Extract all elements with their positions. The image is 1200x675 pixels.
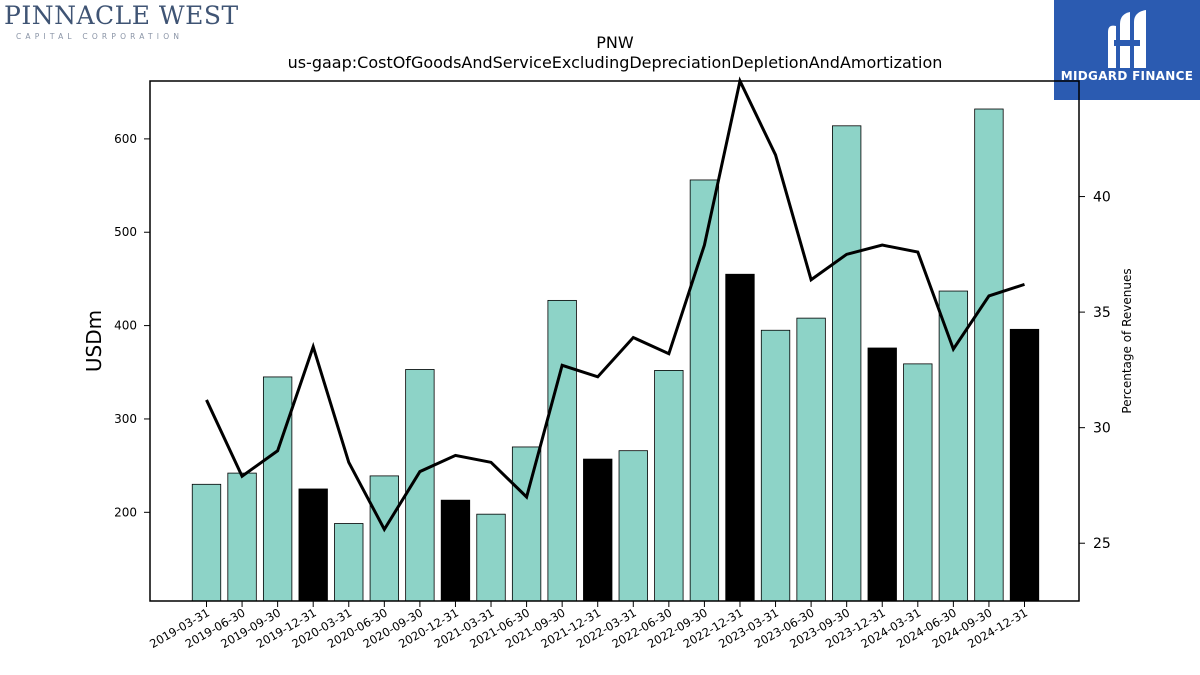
- bar-2019-03-31: [191, 483, 222, 602]
- bar-2023-06-30: [796, 317, 826, 602]
- bar-2020-12-31: [440, 499, 471, 602]
- bar-2021-03-31: [476, 513, 506, 602]
- bar-2023-03-31: [760, 329, 791, 602]
- bar-2024-09-30: [974, 108, 1004, 602]
- chart-subtitle: us-gaap:CostOfGoodsAndServiceExcludingDe…: [288, 53, 943, 72]
- midgard-mark-icon: [1108, 10, 1146, 69]
- y-axis-ticks: 200 300 400 500 600: [114, 132, 150, 519]
- bar-2023-09-30: [832, 125, 862, 602]
- bar-2022-06-30: [654, 370, 684, 602]
- line-group: [205, 76, 1025, 533]
- bar-2022-12-31: [725, 273, 755, 602]
- bar-2020-03-31: [334, 523, 364, 602]
- bar-2019-09-30: [262, 376, 293, 602]
- y-axis-label: USDm: [82, 310, 106, 372]
- bar-2024-06-30: [938, 290, 969, 602]
- bar-2019-06-30: [227, 472, 257, 602]
- logo-right-label: MIDGARD FINANCE: [1060, 69, 1194, 83]
- bar-2024-03-31: [903, 363, 933, 602]
- logo-left-subtitle: CAPITAL CORPORATION: [16, 32, 184, 41]
- bar-2021-06-30: [511, 446, 542, 602]
- chart-title: PNW: [596, 33, 634, 52]
- y-tick-label: 300: [114, 412, 137, 426]
- y2-tick-label: 35: [1093, 305, 1111, 321]
- plot-frame: [149, 80, 1080, 602]
- bar-2021-12-31: [583, 458, 613, 602]
- percentage-line: [205, 76, 1025, 533]
- y-tick-label: 600: [114, 132, 137, 146]
- y2-axis-ticks: 25 30 35 40: [1079, 190, 1111, 552]
- bar-2020-06-30: [369, 475, 399, 602]
- y2-tick-label: 40: [1093, 190, 1111, 206]
- bar-2021-09-30: [547, 299, 577, 602]
- y2-tick-label: 30: [1093, 421, 1111, 437]
- y2-tick-label: 25: [1093, 536, 1111, 552]
- bar-2022-03-31: [618, 450, 648, 602]
- bar-2019-12-31: [298, 488, 328, 602]
- y-tick-label: 400: [114, 319, 137, 333]
- y-tick-label: 200: [114, 505, 137, 519]
- y-tick-label: 500: [114, 225, 137, 239]
- bar-2023-12-31: [867, 347, 897, 602]
- y2-axis-label: Percentage of Revenues: [1120, 268, 1134, 413]
- x-axis-ticks: 2019-03-312019-06-302019-09-302019-12-31…: [147, 601, 1030, 651]
- bars-group: [191, 108, 1040, 602]
- bar-2024-12-31: [1009, 328, 1040, 602]
- bar-2022-09-30: [689, 179, 720, 602]
